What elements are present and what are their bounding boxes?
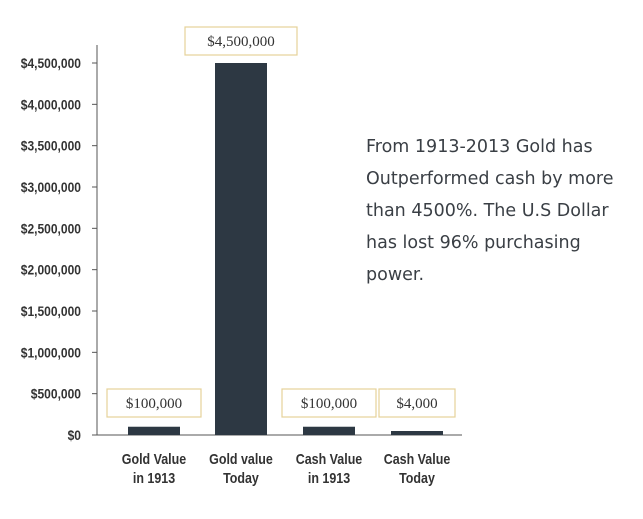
x-tick-label: Gold value	[209, 451, 273, 467]
y-tick-label: $4,000,000	[21, 96, 81, 112]
data-label: $100,000	[126, 396, 182, 412]
data-label: $4,000	[396, 396, 437, 412]
y-tick-label: $2,500,000	[21, 220, 81, 236]
data-label-box	[281, 388, 377, 418]
annotation-line: has lost 96% purchasing power.	[366, 233, 581, 285]
y-tick-label: $0	[68, 427, 81, 443]
y-tick-label: $3,000,000	[21, 179, 81, 195]
annotation-text: From 1913-2013 Gold has Outperformed cas…	[366, 131, 641, 291]
x-tick-label: Gold Value	[122, 451, 187, 467]
x-tick-label: Cash Value	[384, 451, 451, 467]
x-tick-label: Cash Value	[296, 451, 363, 467]
data-label-box	[378, 388, 456, 418]
bar	[303, 426, 355, 435]
data-label: $4,500,000	[207, 34, 275, 50]
x-tick-label: in 1913	[133, 470, 176, 486]
data-label-box	[106, 388, 202, 418]
annotation-line: than 4500%. The U.S Dollar	[366, 201, 609, 221]
data-label-box	[184, 26, 298, 56]
y-tick-label: $500,000	[31, 386, 81, 402]
bar	[128, 426, 180, 435]
annotation-line: From 1913-2013 Gold has	[366, 137, 593, 157]
annotation-line: Outperformed cash by more	[366, 169, 614, 189]
x-tick-label: Today	[399, 470, 435, 486]
y-tick-label: $1,000,000	[21, 344, 81, 360]
y-tick-label: $3,500,000	[21, 138, 81, 154]
bar	[215, 63, 267, 435]
y-tick-label: $4,500,000	[21, 55, 81, 71]
bar	[391, 431, 443, 435]
y-tick-label: $2,000,000	[21, 262, 81, 278]
y-tick-label: $1,500,000	[21, 303, 81, 319]
data-label: $100,000	[301, 396, 357, 412]
x-tick-label: Today	[223, 470, 259, 486]
x-tick-label: in 1913	[308, 470, 351, 486]
